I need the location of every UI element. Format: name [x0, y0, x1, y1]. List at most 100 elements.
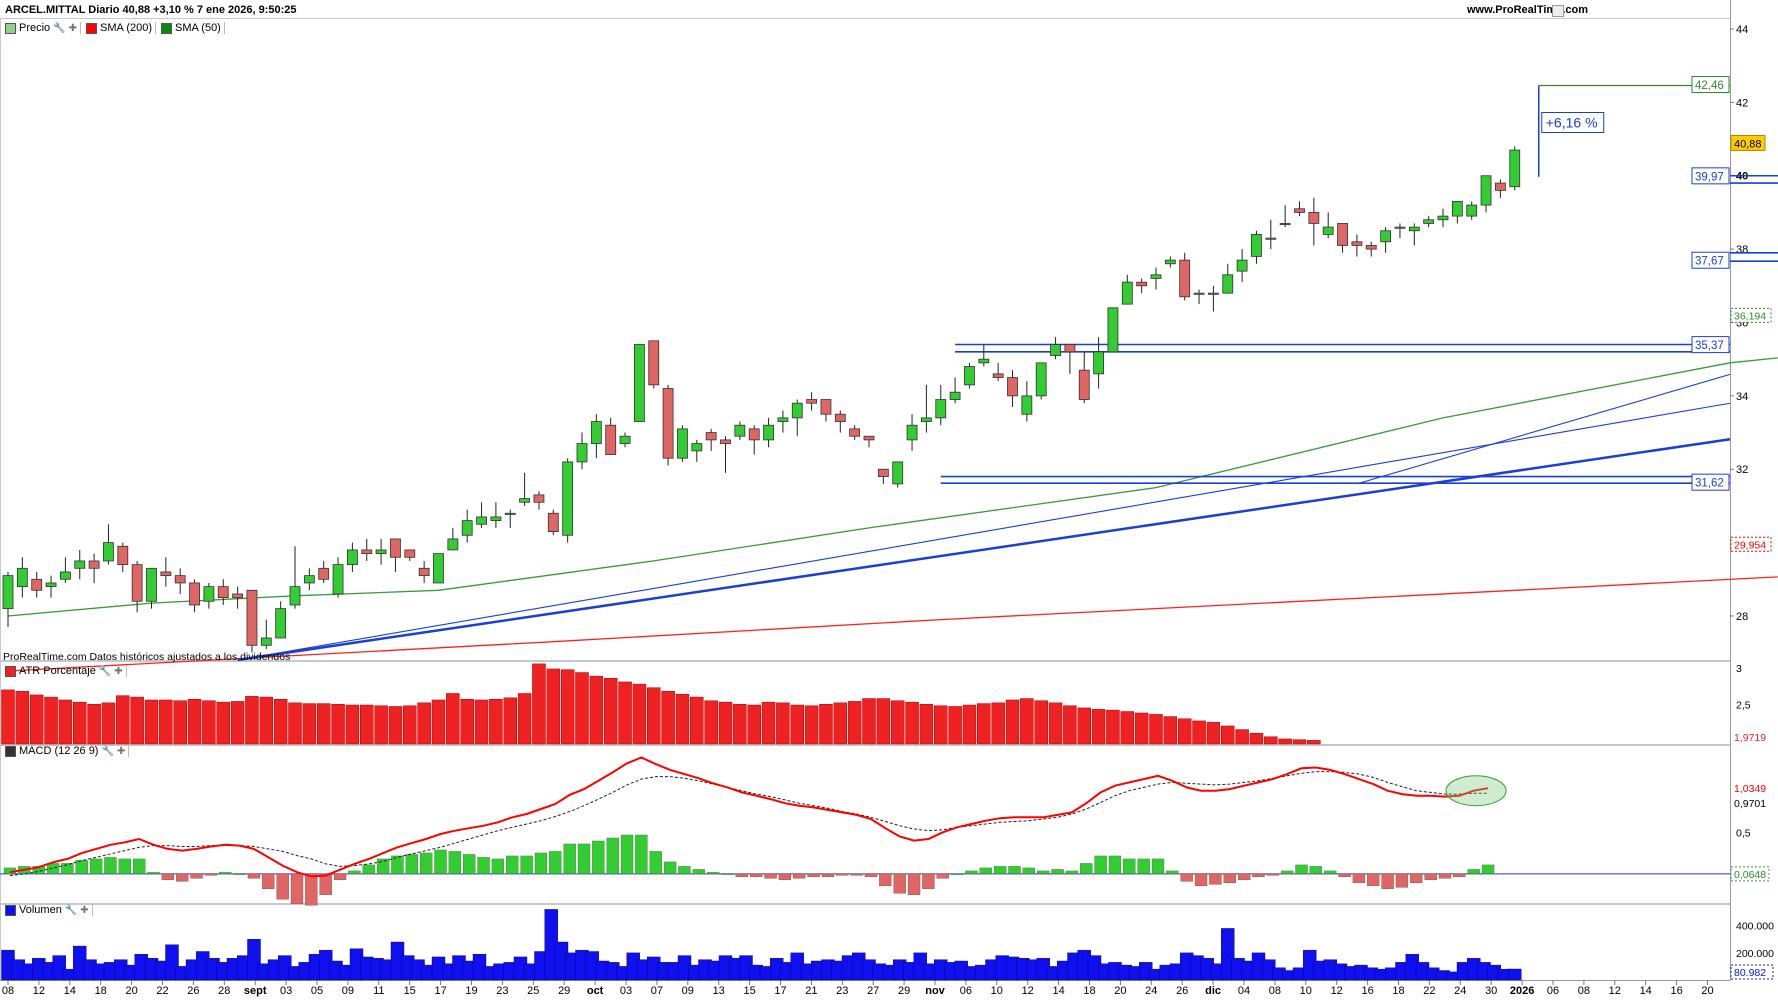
level-label: 37,67 [1695, 256, 1724, 268]
atr-bar [560, 669, 575, 745]
x-tick-label: 12 [1022, 985, 1034, 997]
legend-sma200[interactable]: SMA (200) [83, 22, 156, 34]
macd-histogram-bar [104, 857, 117, 875]
candle-bullish [504, 512, 516, 515]
atr-bar [460, 699, 474, 745]
macd-histogram-bar [1209, 873, 1222, 885]
plus-icon[interactable]: ✚ [114, 665, 123, 677]
volume-bar [1221, 928, 1235, 981]
atr-bar [934, 705, 948, 745]
atr-bar [345, 704, 360, 745]
candle-bullish [260, 637, 272, 646]
axis-marker-box [1730, 536, 1772, 552]
candle-bullish [562, 461, 574, 536]
candle-bullish [1193, 292, 1205, 295]
candle-bearish [662, 388, 674, 459]
x-tick-label: 28 [218, 985, 230, 997]
candle-bullish [1150, 274, 1162, 279]
candle-bearish [705, 432, 717, 441]
x-tick-label: 29 [558, 985, 570, 997]
macd-histogram-bar [262, 873, 275, 890]
x-tick-label: 18 [95, 985, 107, 997]
candle-bearish [849, 428, 861, 437]
candle-bullish [1021, 395, 1033, 415]
candle-bullish [1265, 237, 1277, 240]
x-tick-label: nov [925, 985, 945, 997]
x-tick-label: 22 [156, 985, 168, 997]
candle-bullish [1437, 215, 1449, 221]
macd-histogram-bar [463, 854, 476, 875]
candle-bullish [691, 443, 703, 452]
sma200-line [7, 576, 1778, 672]
candle-bearish [547, 512, 559, 532]
target-percent-box [1541, 112, 1605, 134]
atr-bar [919, 704, 934, 745]
y-tick-label: 32 [1736, 464, 1748, 476]
macd-value-label: 1,0349 [1734, 783, 1766, 795]
x-tick-label: 22 [1423, 985, 1435, 997]
legend-sma50[interactable]: SMA (50) [158, 22, 225, 34]
plus-icon[interactable]: ✚ [80, 904, 89, 916]
atr-bar [532, 663, 546, 745]
macd-swatch [5, 745, 16, 757]
price-legend: Precio 🔧 ✚ SMA (200) SMA (50) [2, 22, 225, 34]
candle-bearish [131, 564, 143, 602]
candle-bearish [318, 567, 330, 580]
atr-bar [862, 698, 876, 745]
atr-bar [647, 687, 661, 745]
candle-bullish [921, 417, 932, 422]
macd-histogram-bar [333, 873, 347, 881]
atr-bar [517, 693, 532, 745]
last-price-marker [1730, 134, 1766, 151]
panel-close-icon[interactable] [1552, 5, 1564, 17]
atr-bar [288, 702, 302, 745]
atr-bar [374, 705, 388, 745]
x-tick-label: 05 [311, 985, 323, 997]
volume-bar [52, 955, 66, 981]
candle-bullish [1222, 274, 1234, 294]
legend-price[interactable]: Precio 🔧 ✚ [2, 22, 82, 34]
atr-bar [431, 699, 446, 745]
macd-histogram-bar [290, 873, 304, 904]
macd-histogram-bar [836, 873, 849, 876]
macd-histogram-bar [577, 843, 591, 875]
candle-bearish [361, 549, 373, 555]
atr-bar [245, 696, 259, 745]
x-tick-label: 14 [64, 985, 76, 997]
wrench-icon[interactable]: 🔧 [64, 904, 78, 916]
plus-icon[interactable]: ✚ [116, 745, 126, 757]
atr-bar [733, 704, 747, 745]
y-tick-label: 40 [1736, 171, 1748, 183]
atr-bar [360, 704, 374, 745]
sma200-swatch [86, 22, 98, 34]
level-label-box [1691, 167, 1730, 185]
x-tick-label: 09 [682, 985, 694, 997]
candle-bullish [1394, 226, 1406, 229]
macd-histogram-bar [750, 873, 763, 878]
macd-histogram-bar [147, 872, 160, 875]
site-link[interactable]: www.ProRealTime.com [1466, 4, 1588, 16]
macd-hist-value-label: 0,0648 [1734, 869, 1766, 881]
x-tick-label: 12 [1609, 985, 1621, 997]
level-label-box [1691, 336, 1730, 354]
candle-bearish [648, 340, 660, 386]
macd-histogram-bar [89, 858, 103, 875]
macd-histogram-bar [994, 866, 1007, 875]
atr-bar [833, 702, 848, 745]
atr-bar [847, 701, 862, 745]
macd-cross-highlight [1445, 775, 1507, 807]
atr-bar [991, 702, 1005, 745]
candle-bullish [519, 498, 530, 503]
candle-bullish [203, 586, 215, 602]
macd-histogram-bar [419, 852, 433, 875]
macd-histogram-bar [778, 873, 792, 881]
wrench-icon[interactable]: 🔧 [53, 22, 66, 34]
candle-bullish [433, 553, 444, 584]
x-tick-label: dic [1205, 985, 1221, 997]
y-tick-label: 28 [1736, 611, 1748, 623]
wrench-icon[interactable]: 🔧 [101, 745, 114, 757]
macd-histogram-bar [1309, 866, 1322, 875]
atr-bar [202, 700, 216, 745]
plus-icon[interactable]: ✚ [68, 22, 78, 34]
wrench-icon[interactable]: 🔧 [98, 665, 112, 677]
